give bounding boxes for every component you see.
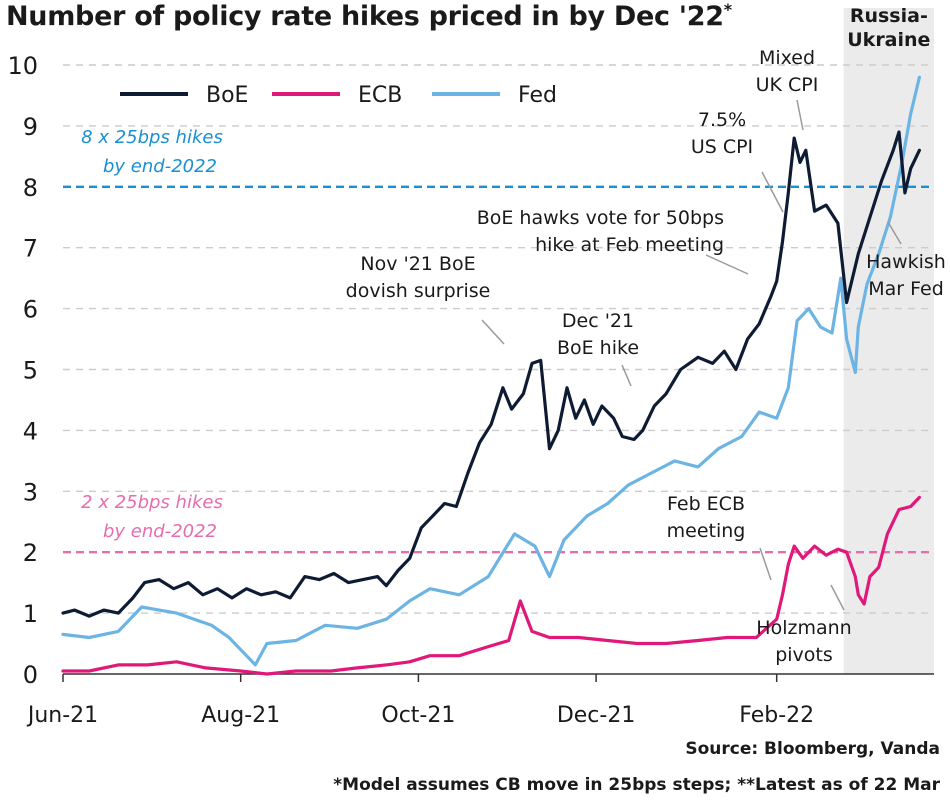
y-tick-label: 1 [23,600,38,628]
annotation-nov-boe-leader [481,319,505,345]
annotation-dec-boe-leader [621,364,632,387]
annotation-feb-ecb-leader [759,547,772,581]
annotation-hawkish-fed-line2: Mar Fed [868,278,944,300]
y-tick-label: 2 [23,539,38,567]
annotation-mixed-uk-cpi-leader [796,99,804,131]
annotation-hawkish-fed-leader [887,221,902,245]
annotation-boe-hawks-line2: hike at Feb meeting [535,234,724,256]
y-tick-label: 5 [23,357,38,385]
y-tick-label: 8 [23,174,38,202]
annotation-us-cpi-line2: US CPI [691,136,753,158]
chart-title: Number of policy rate hikes priced in by… [6,0,732,32]
reference-label-2-line2: by end-2022 [103,521,217,542]
annotation-mixed-uk-cpi-line1: Mixed [759,47,815,69]
y-tick-label: 9 [23,113,38,141]
annotation-holzmann-line2: pivots [775,644,833,666]
x-tick-label: Dec-21 [557,703,636,728]
x-tick-label: Oct-21 [381,703,455,728]
y-tick-label: 7 [23,235,38,263]
series-lines [61,75,921,676]
reference-label-8-line2: by end-2022 [103,156,217,177]
y-tick-label: 0 [23,661,38,689]
annotation-feb-ecb-line2: meeting [667,520,746,542]
reference-label-2-line1: 2 x 25bps hikes [81,492,223,513]
annotation-nov-boe-line2: dovish surprise [346,280,491,302]
y-tick-label: 10 [7,52,38,80]
annotation-hawkish-fed-line1: Hawkish [866,251,946,273]
y-tick-label: 3 [23,478,38,506]
annotation-mixed-uk-cpi-line2: UK CPI [756,74,819,96]
annotation-boe-hawks-line1: BoE hawks vote for 50bps [477,207,724,229]
annotation-feb-ecb-line1: Feb ECB [667,493,745,515]
legend-label-boe: BoE [206,83,248,108]
footnote-text: *Model assumes CB move in 25bps steps; *… [333,775,940,795]
y-tick-label: 6 [23,296,38,324]
source-text: Source: Bloomberg, Vanda [685,739,940,759]
x-tick-label: Aug-21 [201,703,280,728]
series-line-boe [61,130,921,618]
legend: BoE ECB Fed [120,83,557,108]
legend-label-ecb: ECB [358,83,402,108]
annotations: Russia-Ukraine Mixed UK CPI 7.5% US CPI BoE h… [346,5,946,666]
x-tick-label: Feb-22 [739,703,814,728]
series-line-fed [61,75,921,667]
annotation-us-cpi-line1: 7.5% [698,109,746,131]
reference-label-8-line1: 8 x 25bps hikes [81,127,223,148]
annotation-holzmann-line1: Holzmann [756,617,851,639]
annotation-dec-boe-line2: BoE hike [557,337,639,359]
series-line-ecb [61,495,921,676]
x-tick-label: Jun-21 [26,703,98,728]
annotation-dec-boe-line1: Dec '21 [562,310,634,332]
legend-label-fed: Fed [518,83,557,108]
shaded-region-label-line1: Russia- [850,5,928,27]
axes: 0 1 2 3 4 5 6 7 8 9 10 Jun-21 Aug-21 Oct-21 Dec-21 Feb-… [7,52,934,728]
shaded-region-label-line2: Ukraine [847,29,930,51]
annotation-holzmann-leader [830,584,845,611]
y-tick-label: 4 [23,417,38,445]
annotation-boe-hawks-leader [705,254,749,275]
annotation-nov-boe-line1: Nov '21 BoE [360,253,475,275]
reference-lines: 8 x 25bps hikes by end-2022 2 x 25bps hike… [63,127,934,554]
annotation-us-cpi-leader [761,171,784,213]
